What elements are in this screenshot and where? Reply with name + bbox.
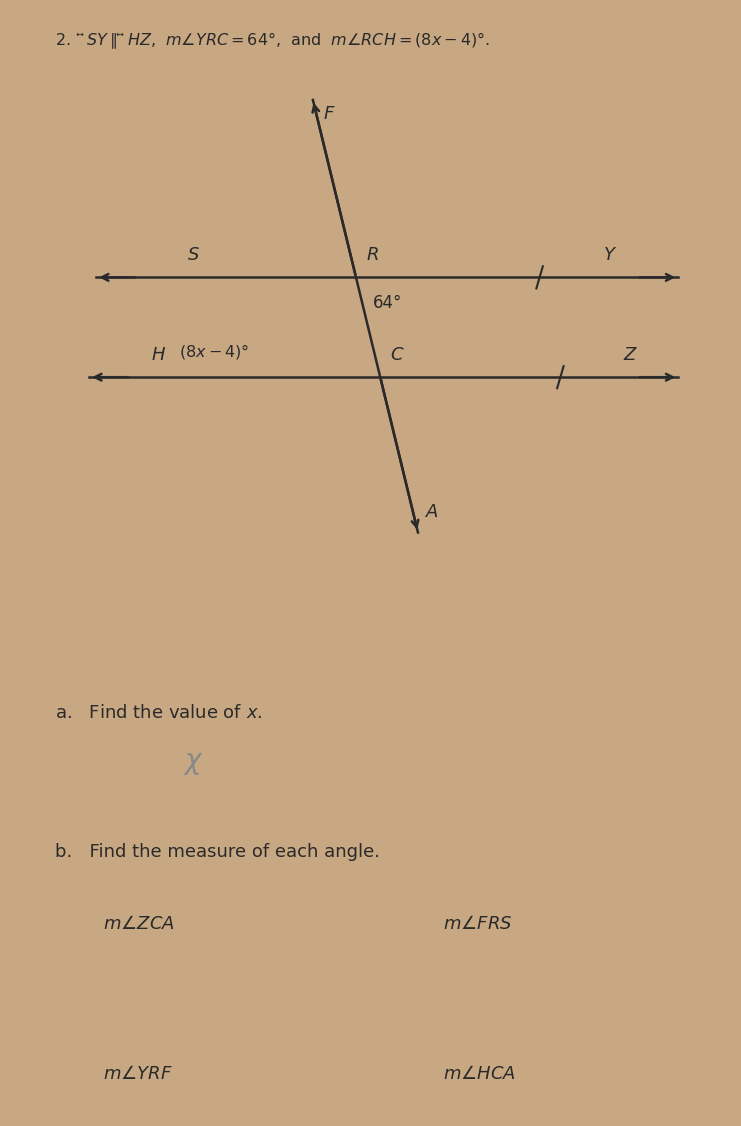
- Text: H: H: [152, 346, 165, 364]
- Text: F: F: [323, 106, 333, 124]
- Text: $m\angle FRS$: $m\angle FRS$: [442, 915, 512, 933]
- Text: $(8x-4)°$: $(8x-4)°$: [179, 341, 250, 360]
- Text: a.   Find the value of $x$.: a. Find the value of $x$.: [55, 705, 262, 723]
- Text: $m\angle YRF$: $m\angle YRF$: [103, 1065, 173, 1083]
- Text: 2.  $\overleftrightarrow{SY} \parallel \overleftrightarrow{HZ}$,  $m\angle YRC =: 2. $\overleftrightarrow{SY} \parallel \o…: [55, 30, 490, 51]
- Text: Y: Y: [603, 247, 614, 265]
- Text: A: A: [426, 503, 439, 521]
- Text: $\chi$: $\chi$: [183, 749, 204, 777]
- Text: 64°: 64°: [373, 294, 402, 312]
- Text: S: S: [187, 247, 199, 265]
- Text: $m\angle HCA$: $m\angle HCA$: [442, 1065, 516, 1083]
- Text: Z: Z: [623, 346, 636, 364]
- Text: b.   Find the measure of each angle.: b. Find the measure of each angle.: [55, 843, 379, 861]
- Text: R: R: [366, 247, 379, 265]
- Text: C: C: [391, 346, 403, 364]
- Text: $m\angle ZCA$: $m\angle ZCA$: [103, 915, 175, 933]
